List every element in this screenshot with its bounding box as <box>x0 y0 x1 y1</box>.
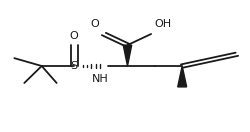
Text: O: O <box>90 19 99 29</box>
Text: OH: OH <box>155 19 172 29</box>
Text: NH: NH <box>92 74 108 84</box>
Polygon shape <box>178 66 187 87</box>
Text: O: O <box>70 31 78 41</box>
Polygon shape <box>123 45 132 66</box>
Text: S: S <box>70 61 78 71</box>
